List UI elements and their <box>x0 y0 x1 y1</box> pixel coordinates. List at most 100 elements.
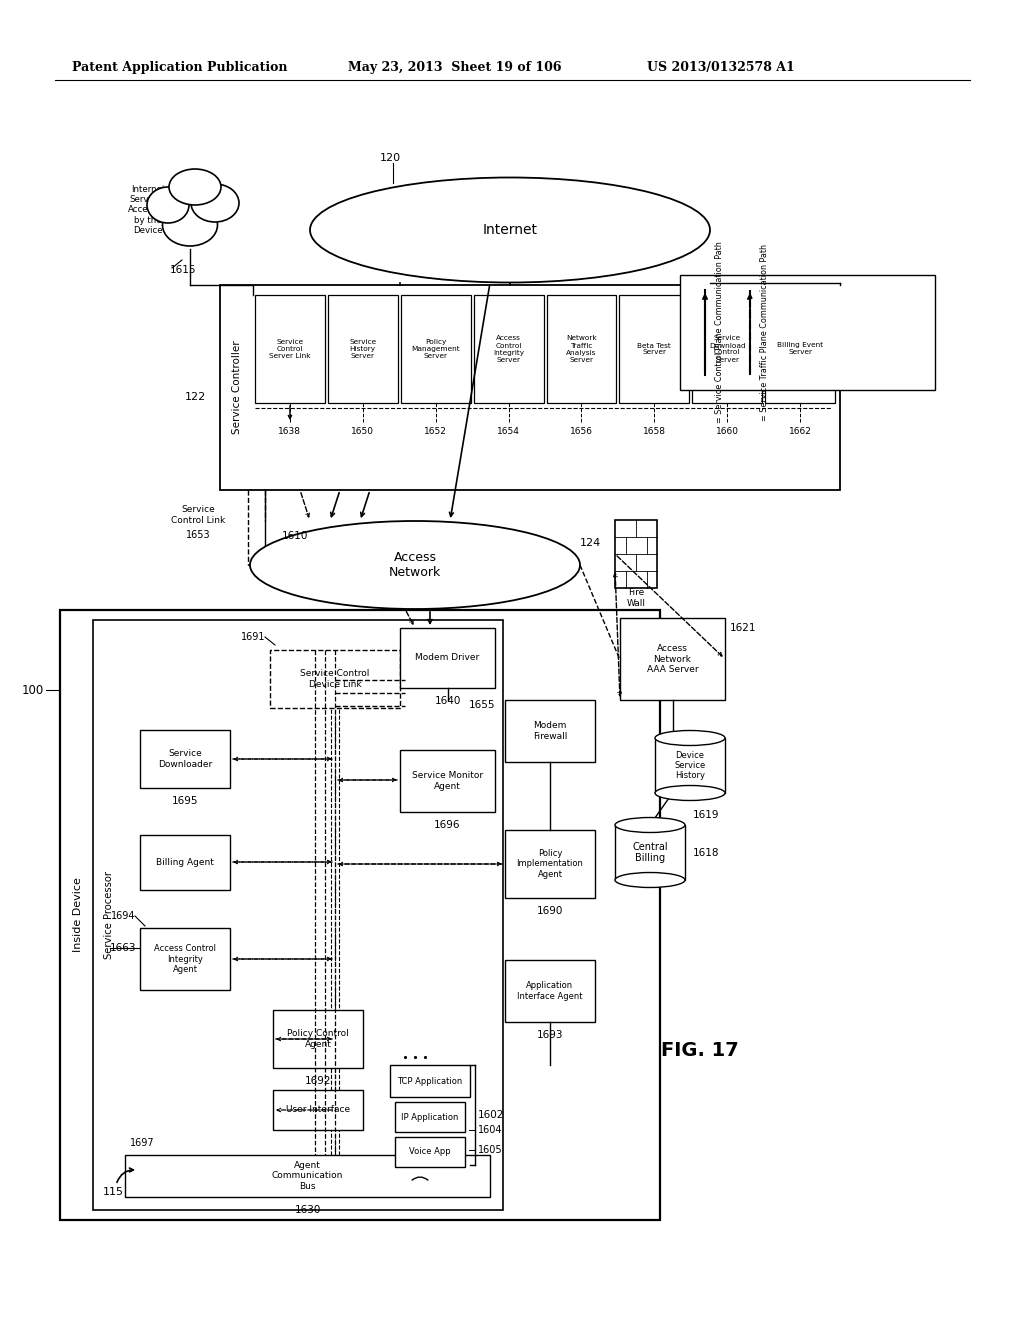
Bar <box>400 628 495 688</box>
Text: 100: 100 <box>22 684 44 697</box>
Text: Patent Application Publication: Patent Application Publication <box>72 62 288 74</box>
Text: Service Controller: Service Controller <box>232 341 242 434</box>
Bar <box>505 700 595 762</box>
Bar <box>140 730 230 788</box>
Ellipse shape <box>615 873 685 887</box>
Text: Service
Downloader: Service Downloader <box>158 750 212 768</box>
Bar <box>220 285 840 490</box>
Ellipse shape <box>147 187 189 223</box>
Text: 1693: 1693 <box>537 1030 563 1040</box>
Text: Access Control
Integrity
Agent: Access Control Integrity Agent <box>154 944 216 974</box>
Text: Modem
Firewall: Modem Firewall <box>532 721 567 741</box>
Text: 1652: 1652 <box>424 426 447 436</box>
Bar <box>395 1137 465 1167</box>
Text: Agent
Communication
Bus: Agent Communication Bus <box>271 1162 343 1191</box>
Text: 1650: 1650 <box>351 426 375 436</box>
Bar <box>474 294 544 403</box>
Text: Inside Device: Inside Device <box>73 878 83 953</box>
Bar <box>400 750 495 812</box>
Text: 1610: 1610 <box>282 531 308 541</box>
Bar <box>615 825 685 880</box>
Text: 1692: 1692 <box>305 1076 331 1086</box>
Text: 1621: 1621 <box>730 623 757 634</box>
Text: 1695: 1695 <box>172 796 199 807</box>
Text: = Service Traffic Plane Communication Path: = Service Traffic Plane Communication Pa… <box>760 244 769 421</box>
Text: 1660: 1660 <box>716 426 738 436</box>
Bar <box>60 610 660 1220</box>
Text: IP Application: IP Application <box>401 1113 459 1122</box>
Text: 1615: 1615 <box>170 265 197 275</box>
Text: User Interface: User Interface <box>286 1106 350 1114</box>
Text: 1656: 1656 <box>570 426 593 436</box>
Ellipse shape <box>655 730 725 746</box>
Text: FIG. 17: FIG. 17 <box>662 1040 739 1060</box>
Bar <box>328 294 397 403</box>
Ellipse shape <box>191 183 239 222</box>
Text: = Service Control Plane Communication Path: = Service Control Plane Communication Pa… <box>715 242 724 424</box>
Bar <box>140 928 230 990</box>
Text: 1602: 1602 <box>478 1110 505 1119</box>
Bar <box>140 836 230 890</box>
Text: Service Control
Device Link: Service Control Device Link <box>300 669 370 689</box>
Bar <box>620 618 725 700</box>
Text: Billing Event
Server: Billing Event Server <box>777 342 823 355</box>
Text: 1630: 1630 <box>294 1205 321 1214</box>
Ellipse shape <box>250 521 580 609</box>
Text: 1663: 1663 <box>110 942 136 953</box>
Text: Service
Control Link: Service Control Link <box>171 506 225 525</box>
Bar <box>680 275 935 389</box>
Bar <box>615 520 657 587</box>
Bar <box>273 1010 362 1068</box>
Text: 122: 122 <box>184 392 206 403</box>
Text: 1619: 1619 <box>693 810 720 820</box>
Text: TCP Application: TCP Application <box>397 1077 463 1085</box>
Bar <box>273 1090 362 1130</box>
Text: Service
Download
Control
Server: Service Download Control Server <box>709 335 745 363</box>
Text: 1694: 1694 <box>111 911 135 921</box>
Bar <box>505 960 595 1022</box>
Text: Service
Control
Server Link: Service Control Server Link <box>269 339 310 359</box>
Ellipse shape <box>165 183 215 231</box>
Bar <box>395 1102 465 1133</box>
Text: US 2013/0132578 A1: US 2013/0132578 A1 <box>647 62 795 74</box>
Text: Beta Test
Server: Beta Test Server <box>637 342 671 355</box>
Text: Voice App: Voice App <box>410 1147 451 1156</box>
Text: 1697: 1697 <box>130 1138 155 1148</box>
Text: Internet
Services
Accessed
by the
Device: Internet Services Accessed by the Device <box>128 185 168 235</box>
Text: 1691: 1691 <box>241 632 265 642</box>
Text: 1658: 1658 <box>643 426 666 436</box>
Text: Device
Service
History: Device Service History <box>675 751 706 780</box>
Text: Billing Agent: Billing Agent <box>156 858 214 867</box>
Text: Service Processor: Service Processor <box>104 871 114 960</box>
Ellipse shape <box>163 205 217 246</box>
Text: Policy
Management
Server: Policy Management Server <box>412 339 460 359</box>
Text: 1690: 1690 <box>537 906 563 916</box>
Bar <box>692 294 762 403</box>
Bar <box>270 649 400 708</box>
Bar <box>620 294 689 403</box>
Bar <box>125 1155 490 1197</box>
Text: 1653: 1653 <box>185 531 210 540</box>
Text: 1654: 1654 <box>497 426 520 436</box>
Bar <box>93 620 503 1210</box>
Bar <box>400 294 471 403</box>
Text: 1605: 1605 <box>478 1144 503 1155</box>
Bar <box>765 294 835 403</box>
Bar <box>547 294 616 403</box>
Text: 1604: 1604 <box>478 1125 503 1135</box>
Text: 124: 124 <box>580 539 601 548</box>
Text: 120: 120 <box>380 153 400 162</box>
Bar <box>390 1065 470 1097</box>
Text: Service
History
Server: Service History Server <box>349 339 377 359</box>
Text: Internet: Internet <box>482 223 538 238</box>
Text: Policy
Implementation
Agent: Policy Implementation Agent <box>516 849 584 879</box>
Text: Application
Interface Agent: Application Interface Agent <box>517 981 583 1001</box>
Ellipse shape <box>615 817 685 833</box>
Text: 1618: 1618 <box>693 847 720 858</box>
Text: 1640: 1640 <box>434 696 461 706</box>
Text: Access
Network
AAA Server: Access Network AAA Server <box>647 644 698 675</box>
Bar <box>255 294 325 403</box>
Text: 1662: 1662 <box>788 426 811 436</box>
Ellipse shape <box>169 169 221 205</box>
Text: Service Monitor
Agent: Service Monitor Agent <box>412 771 483 791</box>
